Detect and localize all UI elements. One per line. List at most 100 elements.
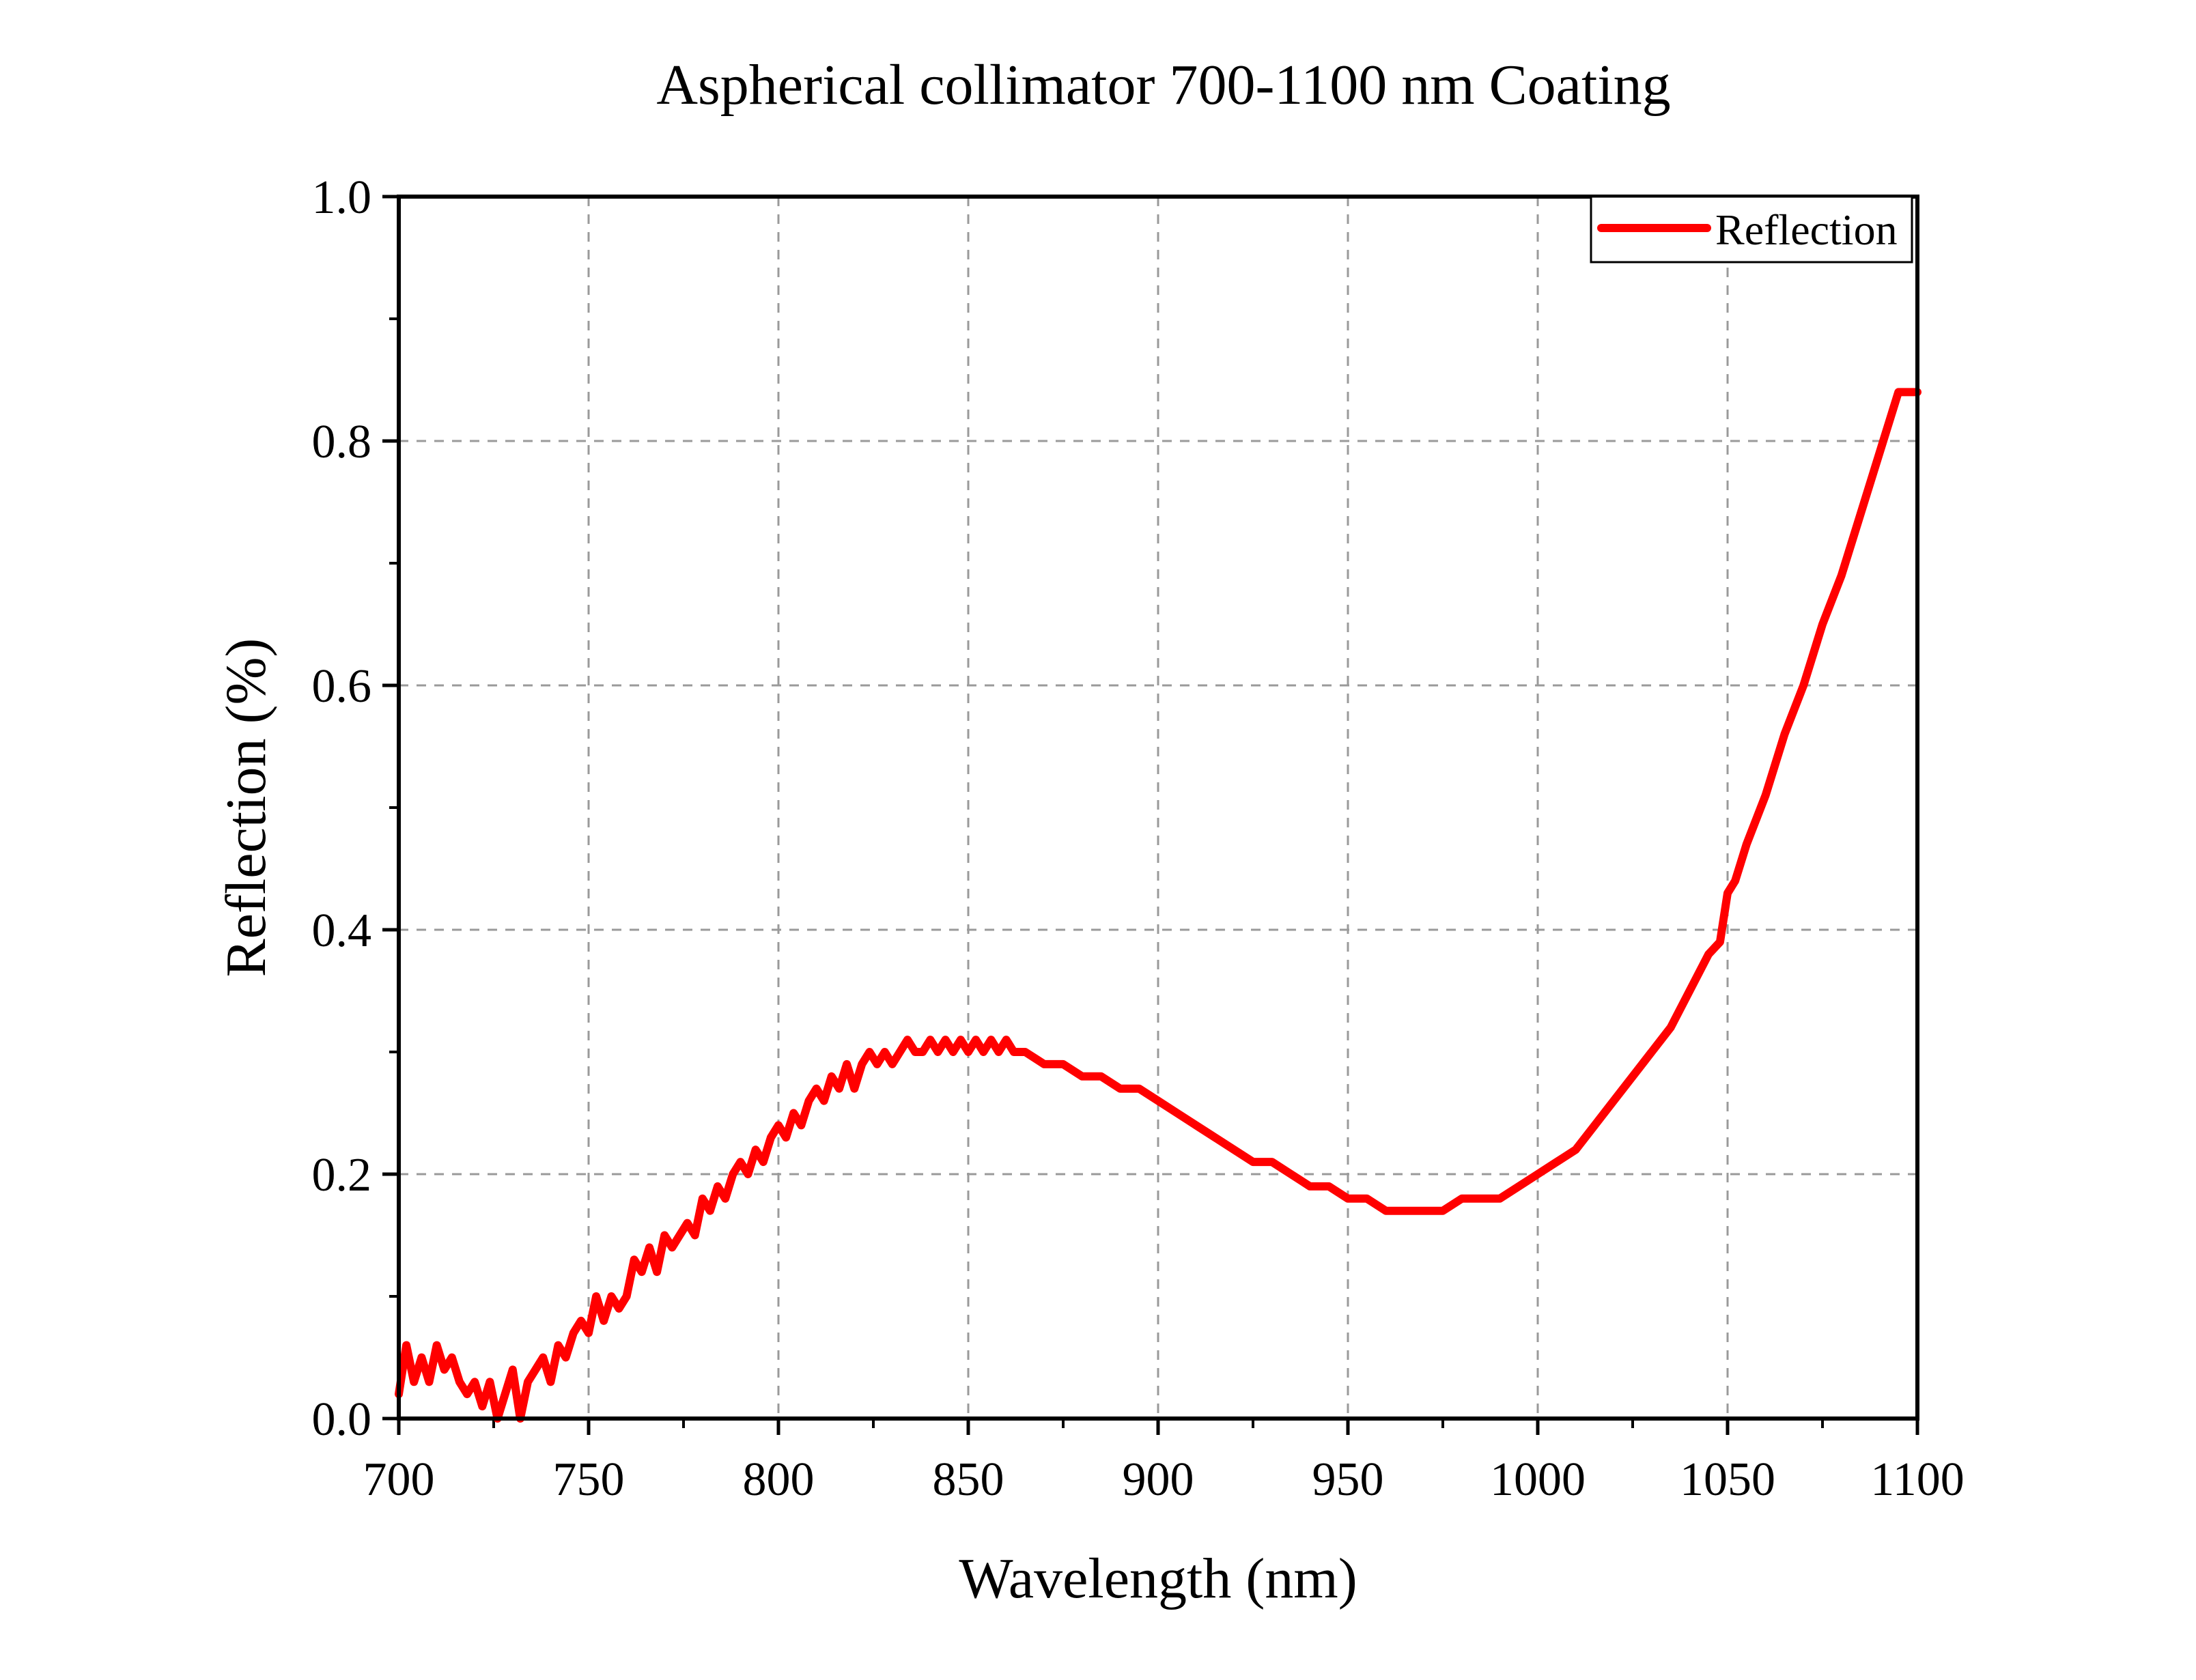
- data-point: [837, 1087, 841, 1091]
- data-point: [458, 1380, 462, 1384]
- y-axis-label: Reflection (%): [214, 638, 278, 978]
- data-point: [1669, 1025, 1673, 1029]
- data-point: [511, 1367, 515, 1371]
- data-point: [564, 1356, 568, 1360]
- data-point: [1156, 1099, 1160, 1103]
- x-tick-label: 800: [743, 1453, 815, 1506]
- data-point: [852, 1087, 856, 1091]
- data-point: [1422, 1209, 1426, 1213]
- data-point: [776, 1123, 780, 1127]
- x-tick-label: 1050: [1680, 1453, 1775, 1506]
- x-tick-label: 700: [363, 1453, 435, 1506]
- data-point: [1726, 891, 1730, 895]
- data-point: [1118, 1087, 1122, 1091]
- data-point: [1099, 1074, 1103, 1079]
- data-point: [1536, 1172, 1540, 1176]
- data-point: [1137, 1087, 1141, 1091]
- data-point: [1270, 1160, 1274, 1164]
- data-point: [640, 1270, 644, 1274]
- grid-lines: [399, 197, 1917, 1419]
- data-point: [412, 1380, 416, 1384]
- data-point: [784, 1135, 788, 1139]
- data-point: [602, 1319, 606, 1323]
- data-point: [905, 1038, 910, 1042]
- x-tick-label: 850: [933, 1453, 1004, 1506]
- data-point: [799, 1123, 803, 1127]
- data-point: [1365, 1197, 1369, 1201]
- data-point: [480, 1404, 484, 1408]
- data-point: [450, 1356, 454, 1360]
- data-point: [557, 1343, 561, 1348]
- data-point: [1611, 1099, 1616, 1103]
- data-point: [1061, 1062, 1065, 1066]
- data-point: [1733, 879, 1737, 883]
- data-point: [1745, 842, 1749, 846]
- data-point: [579, 1319, 583, 1323]
- data-point: [830, 1074, 834, 1079]
- data-point: [981, 1050, 985, 1054]
- data-point: [1403, 1209, 1407, 1213]
- data-point: [647, 1245, 651, 1249]
- y-tick-label: 0.4: [312, 905, 372, 957]
- data-point: [1251, 1160, 1255, 1164]
- data-point: [1175, 1111, 1179, 1115]
- data-point: [898, 1050, 902, 1054]
- data-point: [1896, 390, 1900, 394]
- legend: Reflection: [1590, 195, 1913, 264]
- data-point: [1718, 940, 1722, 944]
- data-point: [617, 1307, 621, 1311]
- data-point: [488, 1380, 492, 1384]
- data-point: [1859, 512, 1863, 516]
- data-point: [920, 1050, 925, 1054]
- minor-ticks: [389, 317, 1824, 1428]
- data-point: [769, 1135, 773, 1139]
- data-point: [1289, 1172, 1293, 1176]
- data-point: [503, 1392, 507, 1396]
- data-point: [609, 1294, 613, 1298]
- y-tick-label: 0.2: [312, 1149, 372, 1201]
- y-tick-label: 0.8: [312, 416, 372, 468]
- data-point: [701, 1197, 705, 1201]
- data-point: [465, 1392, 469, 1396]
- data-point: [632, 1257, 636, 1262]
- data-point: [677, 1234, 681, 1238]
- data-point: [1801, 683, 1805, 687]
- data-point: [1706, 952, 1711, 956]
- data-point: [587, 1331, 591, 1335]
- data-point: [1820, 623, 1825, 627]
- data-point: [1840, 573, 1844, 578]
- data-point: [442, 1367, 447, 1371]
- data-point: [959, 1038, 963, 1042]
- data-point: [890, 1062, 895, 1066]
- y-axis-ticks: 0.0 0.2 0.4 0.6 0.8 1.0: [312, 171, 399, 1446]
- data-point: [936, 1050, 940, 1054]
- series-line-reflection: [395, 388, 1922, 1423]
- x-axis-label: Wavelength (nm): [959, 1547, 1357, 1610]
- x-tick-label: 900: [1123, 1453, 1194, 1506]
- data-point: [419, 1356, 423, 1360]
- data-point: [974, 1038, 978, 1042]
- data-point: [997, 1050, 1001, 1054]
- data-point: [1213, 1135, 1217, 1139]
- data-point: [662, 1234, 666, 1238]
- data-point: [1687, 989, 1691, 993]
- data-point: [1555, 1160, 1559, 1164]
- data-point: [815, 1087, 819, 1091]
- data-point: [1650, 1050, 1654, 1054]
- data-point: [435, 1343, 439, 1348]
- data-point: [716, 1184, 720, 1188]
- data-point: [944, 1038, 948, 1042]
- data-point: [427, 1380, 432, 1384]
- data-point: [693, 1234, 697, 1238]
- data-point: [655, 1270, 659, 1274]
- data-point: [1479, 1197, 1483, 1201]
- data-point: [875, 1062, 879, 1066]
- data-point: [1232, 1148, 1236, 1152]
- data-point: [822, 1099, 826, 1103]
- data-point: [1327, 1184, 1331, 1188]
- data-point: [1042, 1062, 1046, 1066]
- data-point: [686, 1221, 690, 1225]
- data-point: [594, 1294, 598, 1298]
- data-point: [860, 1062, 864, 1066]
